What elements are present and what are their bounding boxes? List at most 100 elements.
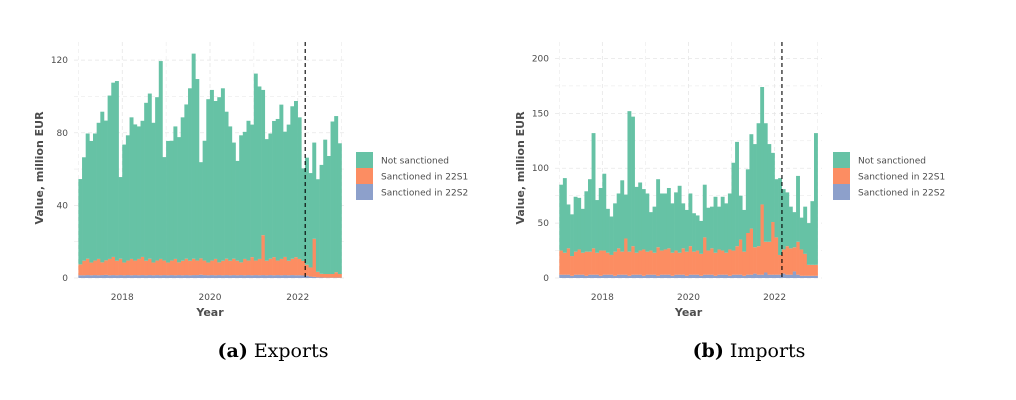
- bar-segment: [727, 249, 732, 276]
- bar-segment: [82, 157, 86, 261]
- bar-segment: [588, 251, 592, 275]
- bar-segment: [82, 260, 86, 276]
- series-sanctioned-in-22s2: [78, 274, 342, 278]
- bar-segment: [107, 258, 112, 276]
- bar-segment: [82, 275, 86, 278]
- bar-segment: [674, 274, 678, 278]
- bar-segment: [315, 277, 320, 278]
- bar-segment: [796, 175, 800, 242]
- bar-segment: [155, 275, 160, 278]
- bar-segment: [103, 260, 108, 275]
- bar-segment: [566, 274, 571, 278]
- bar-segment: [562, 252, 567, 275]
- bar-segment: [566, 248, 571, 275]
- bar-segment: [103, 274, 108, 278]
- bar-segment: [228, 275, 233, 278]
- bar-segment: [100, 275, 105, 278]
- bar-segment: [634, 252, 639, 275]
- bar-segment: [681, 248, 686, 275]
- bar-segment: [699, 253, 704, 276]
- bar-segment: [756, 123, 761, 247]
- bar-segment: [742, 209, 747, 252]
- bar-segment: [684, 275, 689, 278]
- bar-segment: [562, 178, 567, 253]
- bar-segment: [810, 275, 815, 278]
- bar-segment: [731, 274, 736, 278]
- bar-segment: [570, 214, 574, 257]
- bar-segment: [731, 250, 736, 275]
- bar-segment: [177, 275, 182, 278]
- bar-segment: [792, 271, 797, 278]
- y-tick-label: 200: [532, 54, 549, 64]
- bar-segment: [297, 258, 302, 276]
- bar-segment: [806, 264, 811, 276]
- bar-segment: [85, 133, 90, 259]
- bar-segment: [613, 275, 618, 278]
- bar-segment: [169, 140, 174, 261]
- bar-segment: [677, 252, 682, 275]
- bar-segment: [224, 111, 229, 259]
- bar-segment: [151, 275, 156, 278]
- bar-segment: [315, 271, 320, 278]
- bar-segment: [781, 249, 786, 274]
- bar-segment: [595, 200, 600, 253]
- bar-segment: [224, 275, 229, 278]
- bar-segment: [756, 246, 761, 275]
- bar-segment: [301, 168, 306, 261]
- bar-segment: [753, 273, 757, 278]
- panel-caption: (a) Exports: [218, 340, 329, 362]
- bar-segment: [78, 275, 83, 278]
- bar-segment: [220, 275, 225, 278]
- bar-segment: [580, 252, 585, 275]
- bar-segment: [648, 250, 653, 275]
- series-sanctioned-in-22s1: [78, 235, 342, 278]
- bar-segment: [742, 275, 747, 278]
- bar-segment: [814, 133, 818, 265]
- bar-segment: [228, 126, 233, 261]
- bar-segment: [89, 275, 94, 278]
- legend-label: Sanctioned in 22S1: [858, 173, 945, 183]
- bar-segment: [224, 258, 229, 276]
- caption-text: Imports: [730, 340, 806, 362]
- bar-segment: [213, 275, 218, 278]
- bar-segment: [631, 274, 635, 278]
- bar-segment: [717, 274, 722, 278]
- bar-segment: [125, 275, 130, 278]
- bar-segment: [692, 274, 696, 278]
- bar-segment: [103, 120, 108, 261]
- bar-segment: [180, 275, 185, 278]
- bar-segment: [308, 267, 313, 277]
- bar-segment: [209, 260, 214, 276]
- bar-segment: [283, 131, 287, 257]
- bar-segment: [803, 253, 808, 276]
- bar-segment: [162, 275, 167, 278]
- bar-segment: [763, 123, 768, 242]
- bar-segment: [727, 275, 732, 278]
- bar-segment: [814, 264, 818, 276]
- bar-segment: [774, 274, 779, 278]
- bar-segment: [770, 274, 775, 278]
- bar-segment: [272, 257, 277, 276]
- bar-segment: [738, 239, 743, 275]
- bar-segment: [257, 258, 262, 276]
- bar-segment: [613, 251, 618, 276]
- bar-segment: [293, 101, 298, 258]
- bar-segment: [107, 95, 112, 259]
- bar-segment: [133, 260, 138, 276]
- bar-segment: [85, 275, 90, 278]
- bar-segment: [627, 251, 632, 276]
- bar-segment: [634, 274, 639, 278]
- bar-segment: [264, 139, 269, 261]
- bar-segment: [122, 144, 127, 263]
- bar-segment: [330, 274, 335, 278]
- x-tick-label: 2020: [199, 293, 222, 303]
- bar-segment: [620, 251, 625, 275]
- bar-segment: [235, 260, 240, 276]
- bar-segment: [89, 140, 94, 263]
- bar-segment: [213, 101, 218, 259]
- bar-segment: [631, 116, 635, 247]
- bar-segment: [774, 237, 779, 275]
- bar-segment: [781, 189, 786, 250]
- bar-segment: [304, 157, 309, 265]
- bar-segment: [272, 120, 277, 258]
